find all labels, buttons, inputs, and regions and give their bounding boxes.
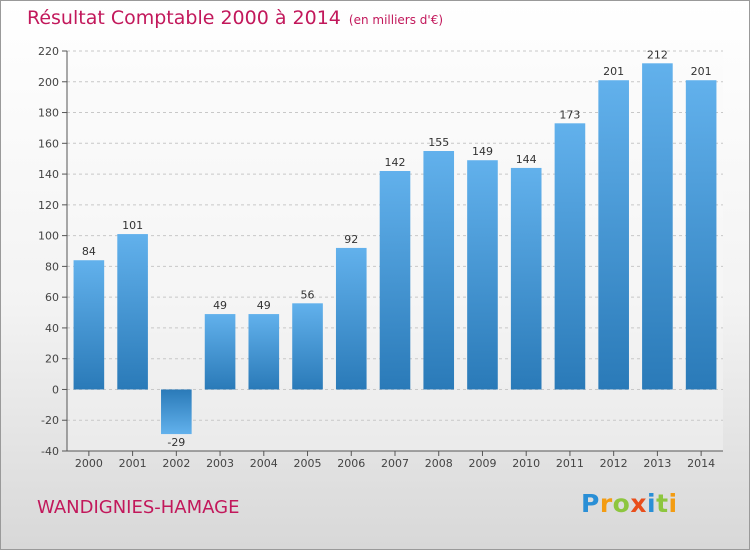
data-label: 201 (603, 65, 624, 78)
y-tick-label: 180 (38, 107, 59, 120)
x-tick-label: 2008 (425, 457, 453, 470)
bar (510, 167, 542, 390)
bar (598, 80, 629, 390)
bar (335, 247, 367, 390)
bar (73, 260, 105, 390)
data-label: 201 (691, 65, 712, 78)
data-label: 84 (82, 245, 96, 258)
logo-letter: t (656, 489, 669, 518)
data-label: 49 (257, 299, 271, 312)
chart-subtitle: (en milliers d'€) (348, 13, 444, 27)
bar (292, 303, 323, 390)
logo-letter: x (630, 489, 647, 518)
x-tick-label: 2009 (468, 457, 496, 470)
data-label: 101 (122, 219, 143, 232)
chart-title: Résultat Comptable 2000 à 2014 (27, 7, 341, 29)
y-tick-label: 40 (45, 322, 59, 335)
bar (161, 389, 192, 435)
y-tick-label: 220 (38, 45, 59, 58)
bar (554, 123, 586, 390)
x-tick-label: 2002 (162, 457, 190, 470)
bars (73, 63, 717, 435)
proxiti-logo: Proxiti (581, 489, 678, 518)
logo-letter: o (612, 489, 631, 518)
bar (204, 314, 236, 390)
x-tick-label: 2007 (381, 457, 409, 470)
bar (117, 234, 148, 390)
y-tick-label: 0 (52, 383, 59, 396)
bar (685, 80, 717, 390)
x-tick-label: 2010 (512, 457, 540, 470)
x-tick-label: 2001 (119, 457, 147, 470)
data-label: 155 (428, 136, 449, 149)
axes: -40 -20 0 20 40 60 80 100 120 140 160 180 200 220 2000… (38, 45, 723, 470)
bar (467, 160, 498, 390)
bar (248, 314, 280, 390)
y-tick-label: 80 (45, 260, 59, 273)
chart-title-block: Résultat Comptable 2000 à 2014 (en millie… (27, 7, 443, 29)
x-tick-label: 2013 (643, 457, 671, 470)
data-label: 212 (647, 48, 668, 61)
x-tick-label: 2012 (600, 457, 628, 470)
logo-letter: i (668, 489, 678, 518)
data-label: -29 (167, 436, 185, 449)
y-tick-label: 60 (45, 291, 59, 304)
bar (642, 63, 673, 390)
y-tick-label: -40 (41, 445, 59, 458)
x-tick-label: 2003 (206, 457, 234, 470)
data-label: 56 (301, 288, 315, 301)
logo-letter: i (647, 489, 657, 518)
commune-name: WANDIGNIES-HAMAGE (37, 497, 240, 518)
y-tick-label: -20 (41, 414, 59, 427)
y-tick-label: 20 (45, 353, 59, 366)
data-label: 92 (344, 233, 358, 246)
bar (379, 171, 411, 390)
data-labels: 84 101 -29 49 49 56 92 142 155 149 144 173 201 212 201 (82, 48, 712, 449)
y-tick-label: 100 (38, 230, 59, 243)
x-tick-label: 2005 (294, 457, 322, 470)
x-tick-label: 2014 (687, 457, 715, 470)
data-label: 173 (559, 108, 580, 121)
y-tick-label: 200 (38, 76, 59, 89)
data-label: 144 (516, 153, 537, 166)
x-tick-label: 2000 (75, 457, 103, 470)
y-tick-label: 140 (38, 168, 59, 181)
bar (423, 151, 455, 390)
x-tick-label: 2006 (337, 457, 365, 470)
data-label: 142 (385, 156, 406, 169)
y-tick-label: 160 (38, 137, 59, 150)
data-label: 49 (213, 299, 227, 312)
logo-letter: r (599, 489, 613, 518)
data-label: 149 (472, 145, 493, 158)
logo-letter: P (581, 489, 600, 518)
x-tick-label: 2004 (250, 457, 278, 470)
y-tick-label: 120 (38, 199, 59, 212)
x-tick-label: 2011 (556, 457, 584, 470)
